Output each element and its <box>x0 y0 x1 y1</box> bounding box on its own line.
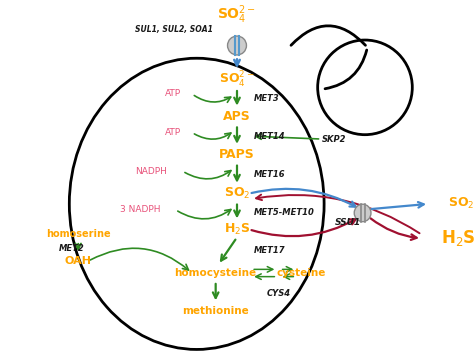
Text: MET5-MET10: MET5-MET10 <box>254 208 314 217</box>
Text: ATP: ATP <box>165 90 182 98</box>
Text: SO$_4^{2-}$: SO$_4^{2-}$ <box>219 70 255 90</box>
Text: SO$_2$: SO$_2$ <box>224 186 250 201</box>
Text: H$_2$S: H$_2$S <box>224 222 250 237</box>
Text: 3 NADPH: 3 NADPH <box>120 205 160 214</box>
Text: MET2: MET2 <box>59 244 85 253</box>
Text: PAPS: PAPS <box>219 148 255 161</box>
Text: CYS4: CYS4 <box>267 289 291 297</box>
Text: MET17: MET17 <box>254 246 285 255</box>
Text: MET3: MET3 <box>254 94 279 103</box>
Text: OAH: OAH <box>65 256 91 266</box>
Text: SKP2: SKP2 <box>322 135 347 143</box>
Text: cysteine: cysteine <box>276 268 326 278</box>
Text: homoserine: homoserine <box>46 229 110 239</box>
Text: MET14: MET14 <box>254 132 285 141</box>
Text: H$_2$S: H$_2$S <box>441 229 474 248</box>
Text: SUL1, SUL2, SOA1: SUL1, SUL2, SOA1 <box>135 25 213 34</box>
Text: ATP: ATP <box>165 128 182 137</box>
Ellipse shape <box>228 36 246 55</box>
Text: MET16: MET16 <box>254 170 285 179</box>
Text: SO$_4^{2-}$: SO$_4^{2-}$ <box>218 3 256 26</box>
Text: NADPH: NADPH <box>136 167 167 175</box>
Text: APS: APS <box>223 110 251 123</box>
Text: methionine: methionine <box>182 306 249 316</box>
Ellipse shape <box>354 204 371 222</box>
Text: homocysteine: homocysteine <box>174 268 257 278</box>
Text: SO$_2$: SO$_2$ <box>448 196 474 211</box>
Text: SSU1: SSU1 <box>335 218 362 226</box>
